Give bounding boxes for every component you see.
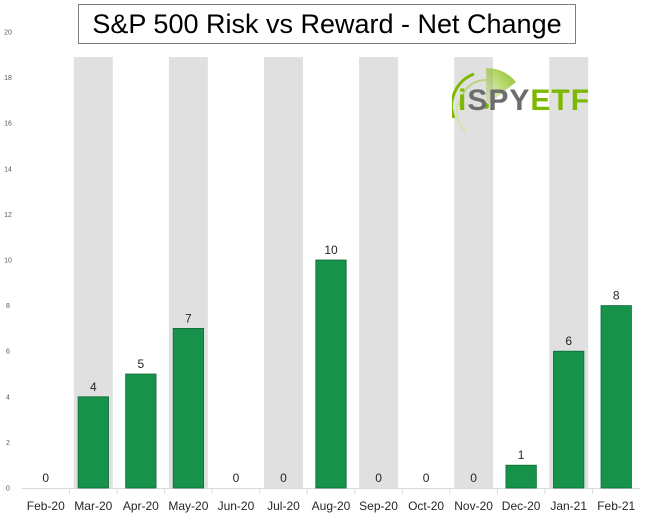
- shaded-band: [263, 57, 303, 488]
- y-tick-label: 8: [6, 303, 10, 310]
- data-label: 0: [280, 471, 287, 485]
- data-label: 10: [324, 243, 338, 257]
- x-tick-label: Oct-20: [408, 499, 444, 513]
- chart-title-box: S&P 500 Risk vs Reward - Net Change: [78, 4, 576, 44]
- data-label: 4: [90, 380, 97, 394]
- x-tick-label: Nov-20: [454, 499, 493, 513]
- data-label: 0: [375, 471, 382, 485]
- y-tick-label: 4: [6, 394, 10, 401]
- x-tick-label: Jun-20: [218, 499, 255, 513]
- logo-radar-icon: [450, 67, 516, 133]
- bar: [77, 396, 109, 489]
- data-label: 1: [518, 448, 525, 462]
- x-tick-label: May-20: [168, 499, 208, 513]
- x-tick-label: Feb-21: [597, 499, 635, 513]
- data-label: 0: [470, 471, 477, 485]
- bars: [77, 259, 632, 489]
- y-tick-label: 0: [6, 486, 10, 493]
- data-label: 7: [185, 311, 192, 325]
- data-label: 8: [613, 289, 620, 303]
- shaded-bands: [73, 57, 589, 488]
- bar: [600, 305, 632, 489]
- y-tick-label: 14: [4, 166, 12, 173]
- x-tick-label: Dec-20: [502, 499, 541, 513]
- chart-title: S&P 500 Risk vs Reward - Net Change: [92, 8, 562, 39]
- y-tick-label: 2: [6, 440, 10, 447]
- y-tick-label: 6: [6, 349, 10, 356]
- data-label: 6: [565, 334, 572, 348]
- x-tick-label: Sep-20: [359, 499, 398, 513]
- bar: [505, 464, 537, 489]
- data-label: 5: [138, 357, 145, 371]
- data-label: 0: [423, 471, 430, 485]
- x-tick-label: Jul-20: [267, 499, 300, 513]
- y-tick-label: 16: [4, 121, 12, 128]
- data-labels: 0 4 5 7 0 0 10 0 0 0 1 6 8: [42, 243, 619, 485]
- x-tick-label: Jan-21: [550, 499, 587, 513]
- bar: [553, 350, 585, 489]
- ispyetf-logo: iSPYETF: [450, 62, 592, 148]
- y-axis: 0 2 4 6 8 10 12 14 16 18 20: [4, 30, 12, 493]
- bar: [125, 373, 157, 489]
- y-tick-label: 18: [4, 75, 12, 82]
- x-axis: Feb-20 Mar-20 Apr-20 May-20 Jun-20 Jul-20 Aug-…: [27, 488, 636, 513]
- bar: [315, 259, 347, 489]
- shaded-band: [359, 57, 399, 488]
- data-label: 0: [42, 471, 49, 485]
- x-tick-label: Feb-20: [27, 499, 65, 513]
- x-tick-label: Mar-20: [74, 499, 112, 513]
- y-tick-label: 10: [4, 258, 12, 265]
- x-tick-label: Aug-20: [312, 499, 351, 513]
- shaded-band: [454, 57, 494, 488]
- data-label: 0: [233, 471, 240, 485]
- y-tick-label: 20: [4, 30, 12, 37]
- logo-i: i: [458, 84, 468, 117]
- logo-brand: SPY: [467, 84, 531, 117]
- x-tick-label: Apr-20: [123, 499, 159, 513]
- y-tick-label: 12: [4, 212, 12, 219]
- bar: [172, 327, 204, 489]
- logo-suffix: ETF: [530, 84, 591, 117]
